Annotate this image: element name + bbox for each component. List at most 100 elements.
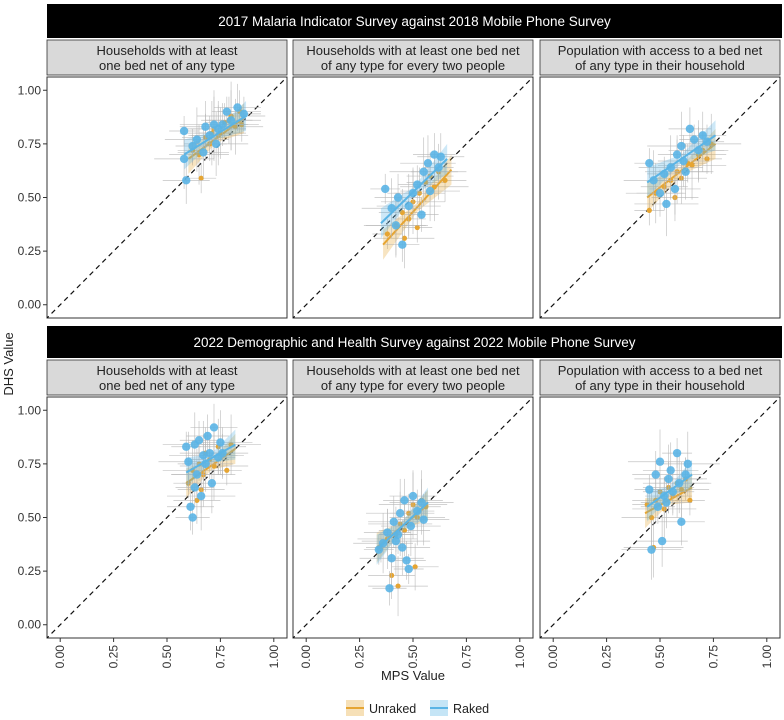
data-point-raked [404, 564, 413, 574]
y-tick-label: 0.00 [18, 618, 42, 632]
data-point-unraked [384, 231, 390, 237]
data-point-raked [681, 167, 690, 176]
data-point-raked [423, 158, 433, 168]
identity-line [47, 77, 287, 318]
data-point-raked [683, 459, 692, 469]
data-point-raked [430, 150, 439, 159]
data-point-raked [419, 167, 428, 176]
legend-label: Unraked [369, 702, 416, 716]
facet-strip-line1: Households with at least one bed net [306, 43, 520, 58]
x-axis-title: MPS Value [381, 668, 445, 683]
data-point-raked [203, 431, 212, 441]
y-tick-label: 0.75 [18, 137, 42, 151]
legend-item-unraked: Unraked [346, 700, 416, 716]
data-point-raked [662, 498, 671, 507]
data-point-raked [211, 139, 221, 149]
data-point-raked [436, 152, 445, 161]
identity-line [47, 397, 287, 638]
data-point-raked [218, 120, 227, 129]
data-point-unraked [687, 497, 693, 503]
data-point-unraked [678, 487, 684, 493]
data-point-unraked [648, 514, 655, 521]
data-point-raked [645, 485, 654, 494]
row-header-title: 2017 Malaria Indicator Survey against 20… [218, 14, 611, 29]
data-point-raked [666, 466, 675, 475]
row-header-2: 2022 Demographic and Health Survey again… [47, 326, 782, 358]
series-raked [623, 107, 729, 237]
facet-rows: 2017 Malaria Indicator Survey against 20… [18, 4, 782, 669]
data-point-raked [226, 116, 236, 125]
data-point-unraked [646, 207, 652, 213]
plot-area [47, 397, 287, 638]
y-tick-label: 0.25 [18, 564, 42, 578]
data-point-raked [374, 545, 384, 554]
data-point-raked [393, 193, 403, 202]
series-raked [353, 470, 454, 606]
facet-strip-line1: Population with access to a bed net [558, 43, 763, 58]
data-point-raked [655, 189, 665, 198]
data-point-unraked [395, 583, 401, 589]
data-point-raked [387, 554, 396, 563]
data-point-unraked [401, 527, 408, 533]
data-point-raked [199, 148, 208, 157]
x-tick-label: 0.25 [107, 645, 121, 669]
data-point-raked [192, 135, 202, 144]
x-tick-label: 0.25 [353, 645, 367, 669]
y-tick-label: 0.25 [18, 244, 42, 258]
series-raked [621, 429, 720, 580]
data-point-raked [419, 515, 428, 524]
data-point-raked [408, 491, 418, 501]
x-tick-label: 1.00 [760, 645, 774, 669]
fit-line-unraked [382, 168, 453, 246]
data-point-raked [216, 438, 225, 447]
facet-strip-line2: one bed net of any type [99, 58, 235, 73]
facet-strip [46, 39, 288, 76]
x-tick-label: 0.50 [406, 645, 420, 669]
series-raked [158, 403, 253, 535]
row-header-1: 2017 Malaria Indicator Survey against 20… [47, 4, 782, 38]
facet-strip-line1: Households with at least one bed net [306, 363, 520, 378]
x-tick-label: 0.50 [160, 645, 174, 669]
data-point-raked [194, 436, 204, 445]
data-point-raked [398, 543, 407, 552]
data-point-raked [186, 502, 195, 511]
data-point-raked [385, 584, 394, 593]
data-point-raked [389, 517, 398, 526]
data-point-raked [188, 513, 197, 522]
facet-strip-line2: of any type for every two people [321, 378, 505, 393]
data-point-raked [417, 498, 426, 507]
fit-line-raked [376, 501, 429, 551]
data-point-raked [196, 491, 206, 501]
fit-line-raked [646, 473, 693, 508]
fit-line-raked [183, 115, 247, 156]
data-point-raked [383, 528, 392, 537]
facet-strip [292, 359, 534, 396]
row-header-title: 2022 Demographic and Health Survey again… [193, 335, 635, 350]
data-point-unraked [401, 235, 408, 241]
data-point-raked [233, 103, 242, 112]
facet-strip-line2: of any type in their household [575, 378, 745, 393]
facet-strip-line2: one bed net of any type [99, 378, 235, 393]
y-axis-title: DHS Value [1, 332, 16, 395]
data-point-raked [395, 509, 405, 518]
fit-line-raked [646, 134, 717, 184]
data-point-raked [655, 457, 665, 466]
data-point-raked [649, 176, 658, 185]
x-tick-label: 0.25 [600, 645, 614, 669]
row-header-bg [47, 4, 782, 38]
data-point-raked [179, 154, 189, 164]
data-point-raked [404, 201, 413, 211]
y-tick-label: 1.00 [18, 403, 42, 417]
data-point-raked [406, 521, 416, 531]
y-tick-label: 0.50 [18, 191, 42, 205]
data-point-unraked [414, 224, 420, 231]
facet-strip-line2: of any type in their household [575, 58, 745, 73]
data-point-raked [698, 131, 707, 140]
data-point-raked [391, 221, 401, 230]
data-point-raked [207, 478, 217, 488]
data-point-raked [391, 536, 401, 546]
